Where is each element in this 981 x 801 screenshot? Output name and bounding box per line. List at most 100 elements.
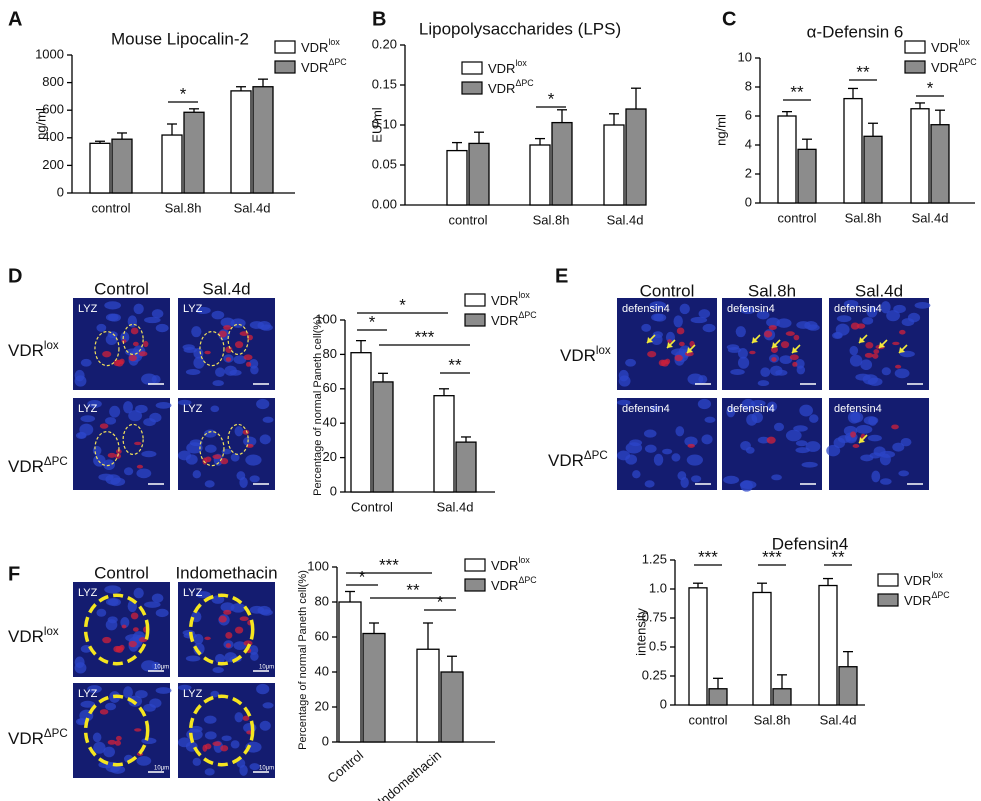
cell [103, 746, 115, 758]
cell [195, 306, 211, 315]
cell [144, 316, 161, 324]
error-bar [868, 122, 878, 137]
error-bar [693, 582, 703, 588]
x-tick-label: Sal.4d [234, 200, 271, 215]
cell [121, 624, 127, 629]
paneth-outline [83, 694, 150, 767]
cell [617, 450, 631, 461]
paneth-outline [83, 593, 150, 666]
cell [801, 461, 818, 468]
x-tick-label: Sal.8h [845, 210, 882, 225]
cell [860, 454, 874, 462]
cell [103, 459, 115, 471]
cell [155, 323, 169, 333]
cell [130, 327, 139, 335]
legend-swatch [274, 40, 296, 54]
cell [785, 429, 802, 442]
significance-label: ** [448, 355, 462, 374]
cell [204, 350, 211, 355]
cell [133, 587, 144, 599]
error-bar [823, 577, 833, 586]
y-tick-label: 0 [330, 483, 337, 498]
bar [772, 688, 792, 706]
cell [234, 712, 244, 723]
cell [764, 330, 773, 338]
arrow-head [647, 337, 653, 343]
cell [185, 655, 201, 662]
cell [225, 357, 232, 362]
y-tick-label: 0.10 [372, 116, 397, 131]
bar [433, 395, 455, 493]
cell [242, 429, 250, 435]
cell [104, 585, 122, 594]
error-bar [345, 590, 355, 602]
cell [849, 354, 863, 367]
y-tick-label: 40 [323, 415, 337, 430]
cell [684, 436, 698, 447]
cell [151, 593, 164, 603]
bar [843, 97, 863, 204]
cell [102, 636, 112, 644]
cell [871, 470, 881, 483]
paneth-outline [122, 323, 144, 355]
cell [105, 417, 117, 425]
bar [416, 648, 440, 743]
cell [746, 413, 758, 426]
cell [141, 737, 157, 745]
cell [141, 660, 157, 672]
cell [618, 375, 631, 387]
cell [836, 315, 852, 323]
cell [771, 357, 777, 362]
cell [204, 480, 215, 488]
x-tick-label: Indomethacin [375, 747, 444, 801]
cell [104, 301, 122, 310]
cell [676, 327, 685, 335]
cell [77, 718, 87, 725]
y-tick-label: 10 [738, 49, 752, 64]
paneth-outline [199, 431, 225, 467]
tile-label: LYZ [183, 303, 203, 315]
cell [211, 310, 225, 320]
cell [653, 453, 664, 466]
y-axis-label: intensity [633, 608, 648, 656]
cell [792, 361, 798, 367]
cell [177, 399, 192, 406]
error-bar [535, 137, 545, 145]
legend-swatch [464, 293, 486, 307]
cell [93, 741, 106, 754]
cell [133, 303, 144, 315]
row-label: VDRΔPC [548, 450, 608, 470]
cell [653, 313, 667, 322]
cell [109, 405, 121, 418]
cell [204, 743, 212, 750]
cell [99, 709, 109, 715]
y-tick-label: 4 [745, 136, 752, 151]
bar [797, 148, 817, 204]
cell [134, 728, 142, 732]
x-tick-label: Control [351, 499, 393, 514]
tile-label: LYZ [183, 587, 203, 599]
cell [143, 340, 149, 348]
bar [161, 134, 183, 194]
cell [652, 331, 663, 339]
legend-label-sup: lox [515, 58, 527, 68]
cell [749, 350, 756, 355]
legend-swatch [461, 81, 483, 95]
cell [155, 608, 169, 618]
bar [468, 142, 490, 206]
y-axis-label: Percentage of normal Paneth cell(%) [297, 570, 309, 750]
cell [212, 380, 224, 387]
column-header: Indomethacin [175, 563, 277, 582]
tile-label: defensin4 [622, 303, 670, 315]
tile-label: LYZ [183, 688, 203, 700]
cell [679, 303, 690, 315]
significance-label: * [437, 592, 444, 611]
legend-label-main: VDR [488, 81, 515, 96]
cell [151, 309, 164, 319]
cell [87, 685, 102, 693]
cell [881, 367, 891, 376]
row-label-sup: ΔPC [44, 728, 68, 740]
cell [864, 352, 874, 358]
y-tick-label: 6 [745, 107, 752, 122]
y-tick-label: 1.0 [649, 580, 667, 595]
